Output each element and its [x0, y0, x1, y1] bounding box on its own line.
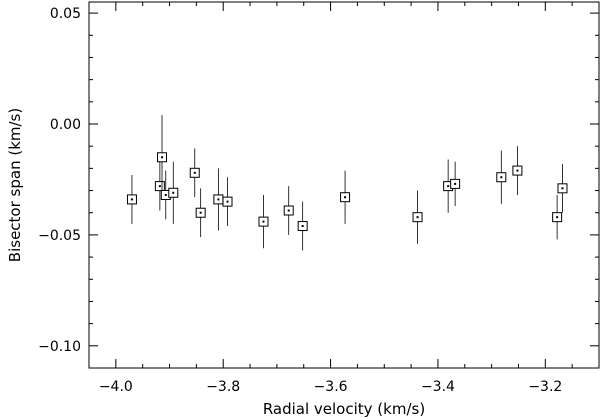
data-point-center: [158, 185, 161, 188]
x-tick-label: −3.4: [421, 379, 455, 395]
plot-frame: [88, 1, 600, 369]
data-point-center: [262, 220, 265, 223]
data-point-center: [301, 225, 304, 228]
data-point-center: [226, 200, 229, 203]
data-point-center: [556, 216, 559, 219]
x-tick-label: −4.0: [99, 379, 133, 395]
y-tick-labels: −0.10 −0.05 0.00 0.05: [38, 6, 81, 355]
x-tick-label: −3.6: [314, 379, 348, 395]
axis-ticks: [89, 2, 600, 369]
y-axis-title: Bisector span (km/s): [6, 108, 24, 262]
y-tick-label: 0.05: [50, 6, 81, 22]
data-point-center: [454, 182, 457, 185]
y-tick-label: 0.00: [50, 117, 81, 133]
x-tick-labels: −4.0 −3.8 −3.6 −3.4 −3.2: [99, 379, 562, 395]
data-point-center: [199, 211, 202, 214]
data-point-center: [561, 187, 564, 190]
y-tick-label: −0.10: [38, 339, 81, 355]
data-point-center: [217, 198, 220, 201]
data-point-center: [500, 176, 503, 179]
data-points: [126, 115, 568, 251]
data-point-center: [172, 191, 175, 194]
data-point-center: [193, 171, 196, 174]
data-point-center: [161, 156, 164, 159]
x-tick-label: −3.8: [206, 379, 240, 395]
y-tick-label: −0.05: [38, 228, 81, 244]
data-point-center: [344, 196, 347, 199]
data-point-center: [516, 169, 519, 172]
x-tick-label: −3.2: [528, 379, 562, 395]
data-point-center: [287, 209, 290, 212]
x-axis-title: Radial velocity (km/s): [263, 400, 425, 418]
data-point-center: [416, 216, 419, 219]
data-point-center: [130, 198, 133, 201]
data-point-center: [164, 193, 167, 196]
data-point-center: [447, 185, 450, 188]
